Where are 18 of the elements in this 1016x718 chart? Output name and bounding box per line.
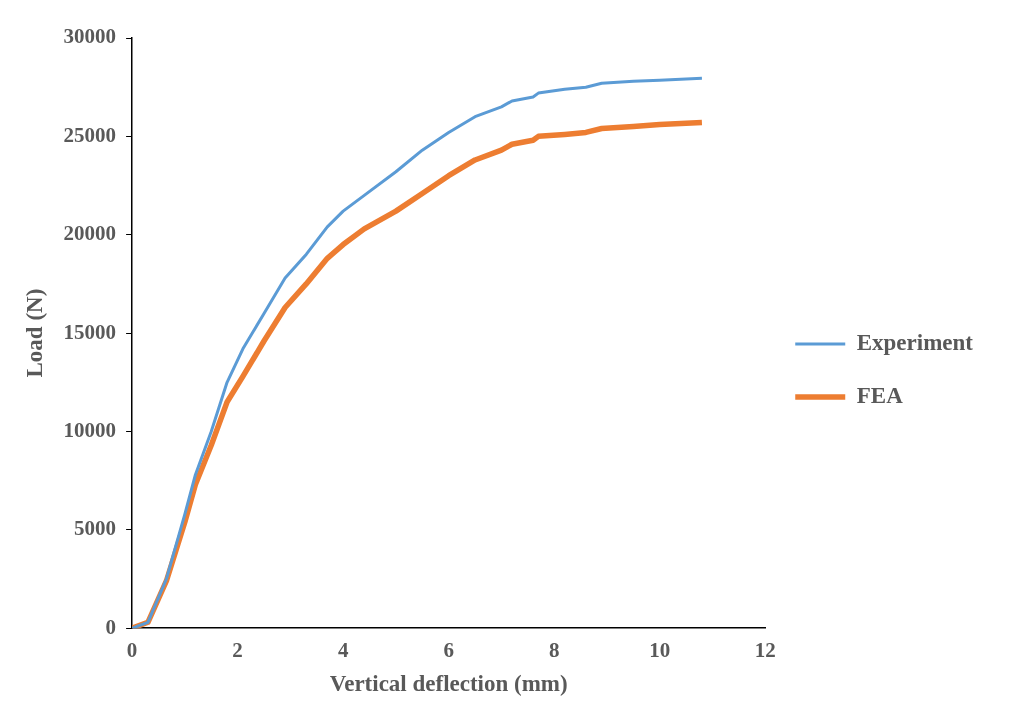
x-tick-label: 12 [754, 638, 776, 663]
x-tick-label: 2 [232, 638, 243, 663]
y-tick-label: 30000 [63, 24, 117, 49]
y-axis-title: Load (N) [21, 288, 47, 378]
x-tick-label: 10 [649, 638, 671, 663]
y-tick-label: 25000 [63, 122, 117, 147]
x-tick-label: 8 [548, 638, 560, 663]
y-tick-label: 0 [105, 614, 117, 639]
y-tick-label: 15000 [63, 319, 117, 344]
x-tick-label: 0 [126, 638, 138, 663]
x-tick-label: 6 [443, 638, 454, 663]
legend-label: Experiment [856, 329, 974, 355]
legend-label: FEA [856, 382, 904, 408]
x-tick-label: 4 [337, 638, 349, 663]
y-tick-label: 20000 [63, 221, 117, 246]
y-tick-label: 5000 [74, 516, 117, 541]
y-tick-label: 10000 [63, 417, 117, 442]
x-axis-title: Vertical deflection (mm) [329, 671, 568, 697]
